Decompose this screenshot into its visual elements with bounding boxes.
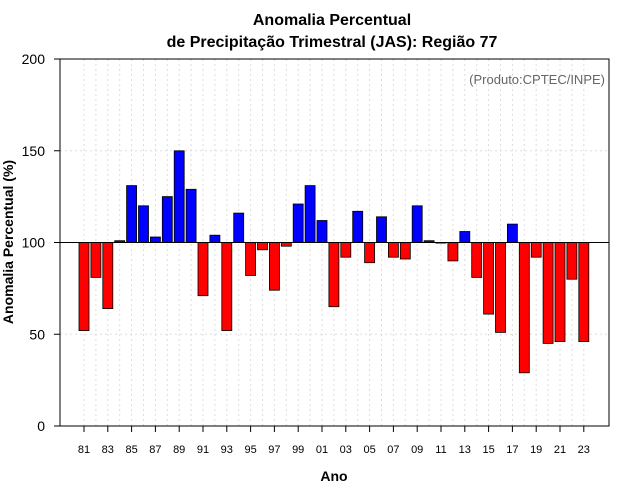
x-tick-label: 01 (316, 444, 328, 456)
bar-2005 (364, 242, 376, 264)
bar-2004 (352, 210, 364, 243)
y-tick-label: 150 (22, 143, 46, 159)
x-tick-label: 23 (578, 444, 590, 456)
bar-1989 (173, 150, 185, 244)
x-tick-label: 95 (244, 444, 256, 456)
grid (60, 59, 609, 426)
bar-2008 (399, 242, 411, 260)
x-tick-label: 17 (506, 444, 518, 456)
x-tick-label: 87 (149, 444, 161, 456)
x-tick-label: 83 (102, 444, 114, 456)
x-tick-label: 81 (78, 444, 90, 456)
bar-2013 (459, 231, 471, 243)
y-tick-label: 100 (22, 235, 46, 251)
x-tick-label: 19 (530, 444, 542, 456)
bar-2001 (316, 220, 328, 243)
bar-2006 (376, 216, 387, 243)
bar-2000 (304, 185, 316, 243)
y-axis-label: Anomalia Percentual (%) (0, 160, 16, 324)
y-tick-label: 0 (37, 418, 45, 434)
credit-text: (Produto:CPTEC/INPE) (469, 72, 605, 87)
x-tick-label: 93 (221, 444, 233, 456)
chart-title-line2: de Precipitação Trimestral (JAS): Região… (167, 34, 498, 51)
x-tick-label: 09 (411, 444, 423, 456)
bar-1988 (161, 196, 173, 243)
bar-1981 (78, 242, 90, 331)
x-axis: 81 83 85 87 89 91 93 95 97 99 01 03 05 07 09 11 13 15 17 19… (78, 426, 590, 456)
x-tick-label: 03 (340, 444, 352, 456)
bar-1982 (90, 242, 102, 278)
bar-2023 (578, 242, 590, 342)
y-axis: 0 50 100 150 200 (22, 51, 60, 434)
bar-2014 (471, 242, 483, 278)
chart-title-line1: Anomalia Percentual (253, 12, 411, 29)
x-tick-label: 11 (435, 444, 446, 456)
y-tick-label: 200 (22, 51, 46, 67)
bar-1986 (138, 205, 149, 243)
bar-1985 (126, 185, 137, 243)
bar-1999 (292, 203, 304, 243)
bar-2002 (328, 242, 340, 308)
x-tick-label: 85 (125, 444, 137, 456)
bar-2009 (411, 205, 423, 243)
bar-2007 (387, 242, 399, 258)
bar-1995 (245, 242, 257, 276)
bar-2018 (518, 242, 530, 374)
x-axis-label: Ano (320, 468, 347, 484)
bar-2012 (447, 242, 459, 262)
bar-1990 (185, 188, 197, 243)
bar-1987 (149, 236, 161, 243)
x-tick-label: 05 (363, 444, 375, 456)
bar-1983 (102, 242, 114, 309)
bar-2017 (506, 223, 518, 243)
x-tick-label: 89 (173, 444, 185, 456)
x-tick-label: 99 (292, 444, 304, 456)
bars (78, 150, 590, 374)
bar-2016 (495, 242, 506, 333)
bar-2003 (340, 242, 352, 258)
x-tick-label: 91 (197, 444, 209, 456)
y-tick-label: 50 (29, 326, 45, 342)
x-tick-label: 97 (268, 444, 280, 456)
bar-2021 (554, 242, 566, 342)
bar-2022 (566, 242, 578, 280)
bar-1996 (257, 242, 268, 251)
bar-1993 (221, 242, 233, 331)
x-tick-label: 15 (482, 444, 494, 456)
bar-1998 (280, 242, 292, 247)
x-tick-label: 13 (459, 444, 471, 456)
bar-2015 (483, 242, 495, 315)
bar-1997 (268, 242, 280, 291)
bar-1994 (233, 212, 245, 243)
bar-1991 (197, 242, 209, 297)
x-tick-label: 07 (387, 444, 399, 456)
bar-2019 (530, 242, 542, 258)
x-tick-label: 21 (554, 444, 566, 456)
bar-1992 (209, 234, 221, 243)
bar-2020 (542, 242, 554, 344)
